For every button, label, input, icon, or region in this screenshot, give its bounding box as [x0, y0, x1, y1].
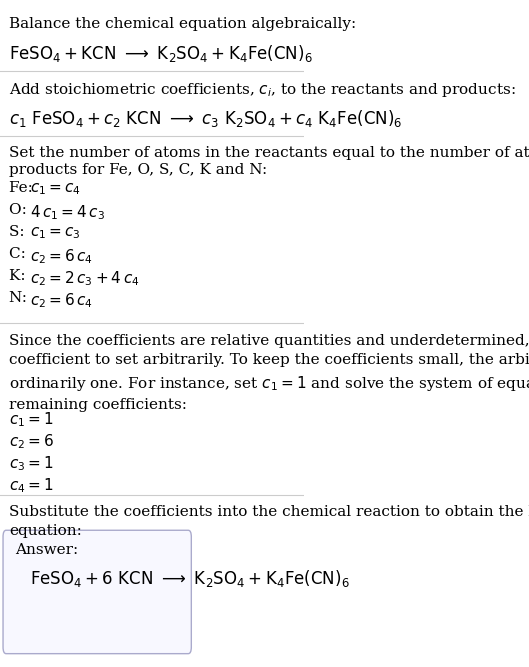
Text: $c_2 = 6$: $c_2 = 6$ [9, 432, 54, 451]
Text: Substitute the coefficients into the chemical reaction to obtain the balanced
eq: Substitute the coefficients into the che… [9, 505, 529, 538]
Text: Since the coefficients are relative quantities and underdetermined, choose a
coe: Since the coefficients are relative quan… [9, 334, 529, 412]
Text: O:: O: [9, 203, 32, 217]
Text: $c_2 = 6\,c_4$: $c_2 = 6\,c_4$ [30, 291, 94, 310]
Text: $c_1\ \mathrm{FeSO_4} + c_2\ \mathrm{KCN} \ {\longrightarrow} \ c_3\ \mathrm{K_2: $c_1\ \mathrm{FeSO_4} + c_2\ \mathrm{KCN… [9, 108, 403, 129]
Text: $4\,c_1 = 4\,c_3$: $4\,c_1 = 4\,c_3$ [30, 203, 105, 222]
Text: $c_2 = 2\,c_3 + 4\,c_4$: $c_2 = 2\,c_3 + 4\,c_4$ [30, 269, 140, 288]
Text: N:: N: [9, 291, 32, 305]
Text: products for Fe, O, S, C, K and N:: products for Fe, O, S, C, K and N: [9, 163, 267, 177]
Text: S:: S: [9, 225, 30, 239]
Text: Answer:: Answer: [15, 543, 78, 557]
Text: $\mathrm{FeSO_4 + 6\ KCN \ {\longrightarrow} \ K_2SO_4 + K_4Fe(CN)_6}$: $\mathrm{FeSO_4 + 6\ KCN \ {\longrightar… [30, 568, 350, 589]
Text: $c_3 = 1$: $c_3 = 1$ [9, 454, 54, 473]
Text: Add stoichiometric coefficients, $c_i$, to the reactants and products:: Add stoichiometric coefficients, $c_i$, … [9, 81, 516, 99]
Text: $c_1 = c_4$: $c_1 = c_4$ [30, 181, 81, 197]
Text: Set the number of atoms in the reactants equal to the number of atoms in the: Set the number of atoms in the reactants… [9, 146, 529, 160]
Text: Fe:: Fe: [9, 181, 38, 195]
Text: $\mathrm{FeSO_4 + KCN \ {\longrightarrow} \ K_2SO_4 + K_4Fe(CN)_6}$: $\mathrm{FeSO_4 + KCN \ {\longrightarrow… [9, 43, 313, 64]
FancyBboxPatch shape [3, 530, 191, 654]
Text: C:: C: [9, 247, 31, 261]
Text: $c_1 = 1$: $c_1 = 1$ [9, 410, 54, 429]
Text: $c_1 = c_3$: $c_1 = c_3$ [30, 225, 81, 241]
Text: $c_2 = 6\,c_4$: $c_2 = 6\,c_4$ [30, 247, 94, 266]
Text: Balance the chemical equation algebraically:: Balance the chemical equation algebraica… [9, 17, 357, 31]
Text: $c_4 = 1$: $c_4 = 1$ [9, 476, 54, 495]
Text: K:: K: [9, 269, 31, 283]
